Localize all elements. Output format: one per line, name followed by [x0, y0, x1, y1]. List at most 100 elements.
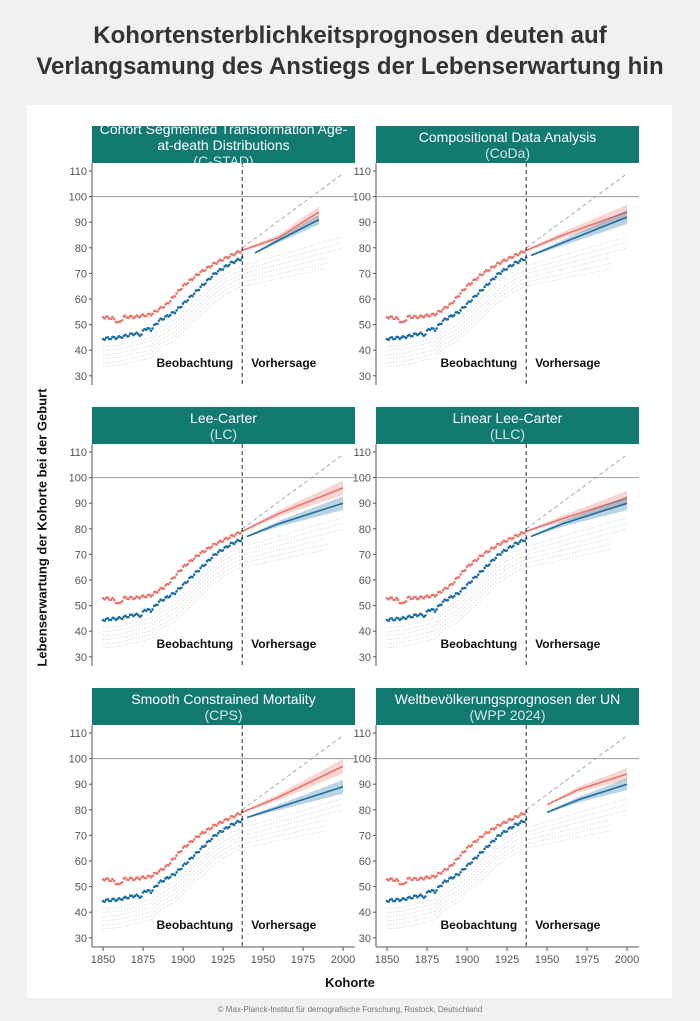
- x-tick-label: 1950: [535, 954, 559, 966]
- male-observed-point: [452, 594, 456, 598]
- male-observed-point: [140, 333, 143, 336]
- female-observed-point: [452, 299, 456, 303]
- male-observed-point: [112, 897, 116, 901]
- male-observed-point: [457, 311, 461, 315]
- female-observed-point: [441, 869, 445, 873]
- observation-label: Beobachtung: [157, 637, 234, 651]
- male-observed-point: [197, 850, 201, 854]
- male-observed-point: [232, 542, 236, 546]
- female-observed-point: [440, 872, 443, 875]
- male-observed-point: [492, 558, 496, 562]
- male-observed-point: [140, 614, 143, 617]
- male-observed-point: [112, 616, 116, 620]
- female-observed-point: [494, 545, 498, 548]
- male-observed-point: [470, 299, 474, 302]
- female-observed-point: [440, 591, 443, 594]
- male-observed-point: [199, 566, 202, 570]
- female-observed-point: [124, 876, 127, 880]
- female-observed-point: [475, 559, 478, 563]
- male-observed-point: [387, 619, 390, 623]
- male-observed-point: [481, 569, 485, 573]
- male-observed-point: [419, 331, 422, 334]
- female-observed-point: [441, 588, 445, 592]
- female-observed-point: [234, 251, 238, 255]
- female-observed-point: [103, 317, 106, 320]
- male-observed-point: [191, 856, 194, 860]
- male-observed-point: [136, 332, 140, 336]
- male-observed-point: [135, 331, 138, 334]
- other-population-line: [102, 242, 344, 351]
- other-population-line: [102, 809, 344, 917]
- male-observed-point: [109, 899, 113, 903]
- male-observed-point: [103, 900, 106, 904]
- forecast-label: Vorhersage: [535, 918, 600, 932]
- male-observed-point: [239, 820, 242, 824]
- female-observed-point: [168, 861, 172, 865]
- female-observed-point: [452, 580, 456, 584]
- male-observed-point: [232, 823, 236, 827]
- female-observed-point: [516, 534, 520, 538]
- female-observed-point: [481, 835, 485, 838]
- male-observed-point: [523, 820, 526, 824]
- female-observed-point: [197, 273, 201, 276]
- female-observed-point: [422, 878, 426, 881]
- y-tick-label: 30: [75, 652, 87, 664]
- male-observed-point: [488, 563, 491, 566]
- male-observed-point: [168, 875, 172, 879]
- x-tick-label: 1900: [455, 954, 479, 966]
- female-observed-point: [457, 576, 461, 579]
- male-observed-point: [157, 600, 161, 603]
- male-observed-point: [452, 313, 456, 317]
- female-observed-point: [186, 281, 190, 285]
- female-observed-point: [516, 253, 520, 257]
- x-tick-label: 1875: [415, 954, 439, 966]
- male-observed-point: [156, 603, 159, 607]
- female-observed-point: [512, 536, 515, 540]
- male-observed-point: [446, 317, 450, 321]
- male-observed-point: [494, 275, 498, 279]
- female-observed-point: [232, 253, 236, 257]
- male-observed-point: [424, 895, 427, 898]
- female-observed-point: [215, 543, 218, 546]
- female-observed-point: [470, 562, 474, 566]
- male-observed-point: [162, 317, 166, 321]
- female-observed-point: [156, 872, 159, 875]
- male-observed-point: [465, 302, 469, 305]
- female-observed-point: [138, 597, 142, 600]
- male-observed-point: [173, 873, 177, 877]
- female-observed-point: [109, 598, 113, 602]
- male-observed-point: [404, 336, 408, 340]
- male-observed-point: [199, 285, 202, 289]
- x-tick-label: 1850: [375, 954, 399, 966]
- male-observed-point: [475, 575, 478, 579]
- female-observed-point: [475, 840, 478, 844]
- y-tick-label: 60: [359, 575, 371, 587]
- female-observed-point: [186, 843, 190, 847]
- female-observed-point: [120, 880, 124, 884]
- male-forecast-line: [254, 218, 320, 254]
- male-observed-point: [228, 263, 231, 267]
- male-observed-point: [144, 609, 148, 613]
- female-observed-point: [181, 284, 185, 287]
- male-observed-point: [457, 873, 461, 877]
- male-observed-point: [234, 540, 238, 544]
- female-observed-point: [505, 540, 509, 543]
- female-observed-point: [127, 316, 130, 320]
- male-observed-point: [459, 309, 462, 312]
- observation-label: Beobachtung: [441, 918, 518, 932]
- male-observed-point: [420, 894, 424, 898]
- male-observed-point: [208, 277, 212, 281]
- male-observed-point: [505, 830, 509, 833]
- female-observed-point: [451, 582, 454, 586]
- y-tick-label: 110: [69, 728, 87, 740]
- female-observed-point: [499, 262, 502, 265]
- male-observed-point: [186, 861, 190, 864]
- other-population-line: [386, 830, 612, 930]
- female-observed-point: [433, 314, 437, 317]
- female-observed-point: [197, 835, 201, 838]
- male-observed-point: [210, 275, 214, 279]
- male-observed-point: [180, 867, 183, 871]
- female-observed-point: [404, 880, 408, 884]
- male-observed-point: [393, 899, 397, 903]
- male-observed-point: [127, 896, 130, 900]
